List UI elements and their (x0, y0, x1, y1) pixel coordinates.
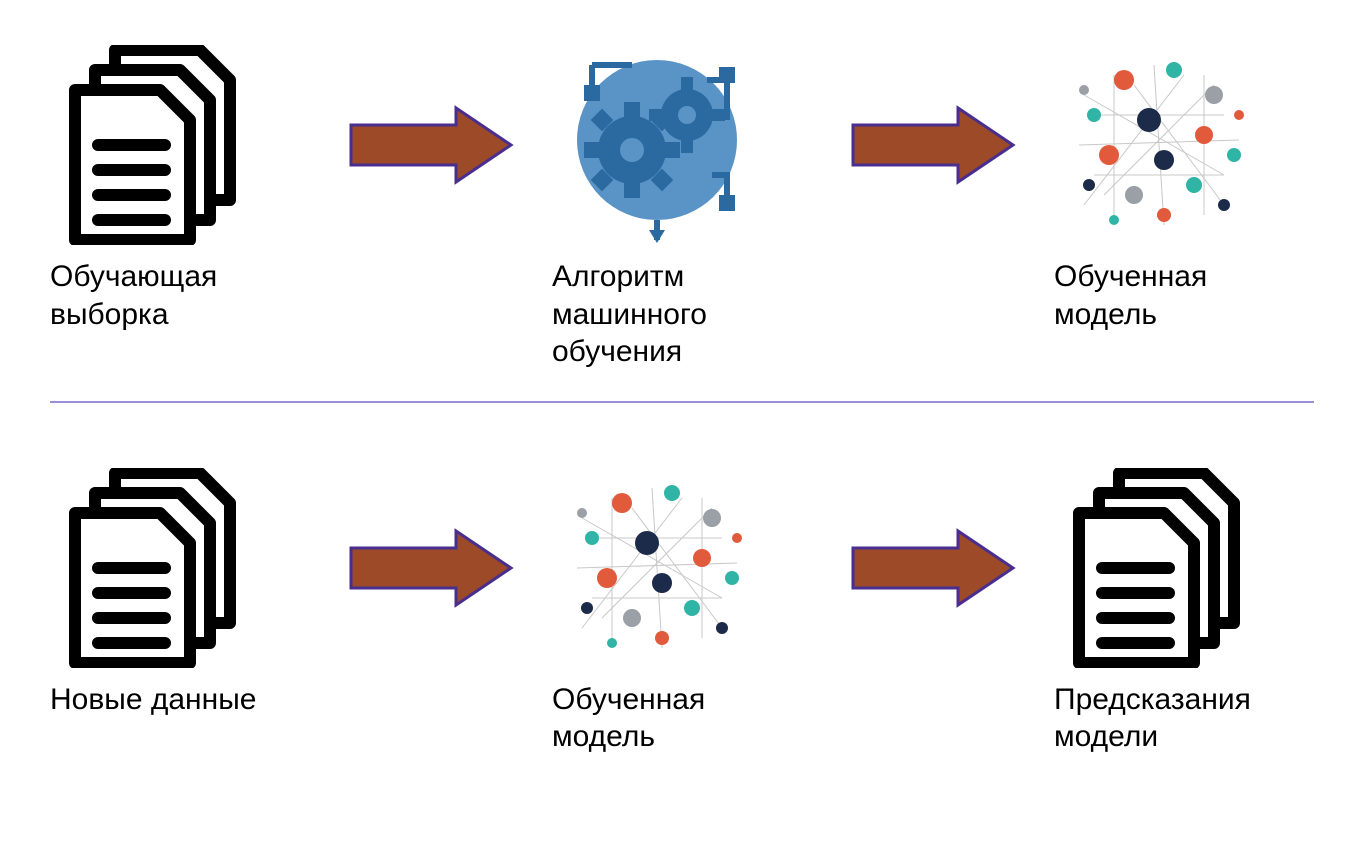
node-algorithm: Алгоритм машинного обучения (552, 40, 812, 371)
node-train-data: Обучающая выборка (50, 40, 310, 333)
node-trained-model-2: Обученная модель (552, 463, 812, 756)
label-train-data: Обучающая выборка (50, 258, 290, 333)
gears-icon (552, 40, 762, 250)
node-new-data: Новые данные (50, 463, 310, 719)
node-predictions: Предсказания модели (1054, 463, 1314, 756)
network-icon (552, 463, 762, 673)
label-algorithm: Алгоритм машинного обучения (552, 258, 792, 371)
divider (50, 401, 1314, 403)
flow-row-infer: Новые данные (50, 463, 1314, 756)
arrow-1 (341, 40, 521, 250)
documents-icon (50, 463, 260, 673)
documents-icon (50, 40, 260, 250)
documents-icon (1054, 463, 1264, 673)
label-predictions: Предсказания модели (1054, 681, 1294, 756)
label-trained-model-1: Обученная модель (1054, 258, 1294, 333)
arrow-3 (341, 463, 521, 673)
label-new-data: Новые данные (50, 681, 256, 719)
network-icon (1054, 40, 1264, 250)
node-trained-model-1: Обученная модель (1054, 40, 1314, 333)
arrow-2 (843, 40, 1023, 250)
arrow-4 (843, 463, 1023, 673)
label-trained-model-2: Обученная модель (552, 681, 792, 756)
flow-row-train: Обучающая выборка (50, 40, 1314, 371)
